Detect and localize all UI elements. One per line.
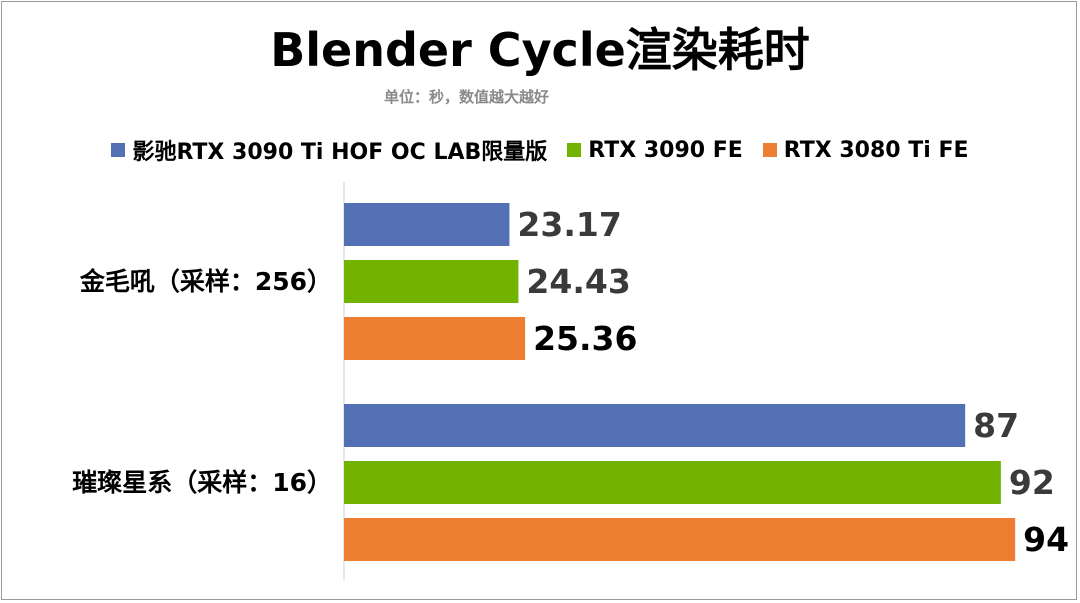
- chart-subtitle: 单位：秒，数值越大越好: [384, 88, 550, 106]
- data-label-series-1-category-1: 92: [1009, 463, 1055, 502]
- legend-swatch-series-0: [111, 143, 126, 157]
- legend-item-series-1: RTX 3090 FE: [567, 138, 743, 163]
- chart-title: Blender Cycle渲染耗时: [270, 23, 810, 77]
- data-label-series-1-category-0: 24.43: [526, 262, 630, 301]
- bar-series-0-category-0: [344, 203, 510, 246]
- bar-series-0-category-1: [344, 404, 966, 447]
- legend-item-series-0: 影驰RTX 3090 Ti HOF OC LAB限量版: [111, 134, 547, 166]
- data-label-series-2-category-1: 94: [1023, 520, 1069, 559]
- legend-swatch-series-1: [567, 143, 582, 157]
- bar-series-2-category-0: [344, 317, 526, 360]
- bar-series-1-category-0: [344, 260, 519, 303]
- legend-label-series-2: RTX 3080 Ti FE: [783, 137, 969, 163]
- data-label-series-0-category-1: 87: [973, 406, 1019, 445]
- bar-series-1-category-1: [344, 461, 1001, 504]
- category-label: 金毛吼（采样：256）: [79, 267, 332, 296]
- legend-swatch-series-2: [762, 143, 777, 157]
- legend-label-series-0: 影驰RTX 3090 Ti HOF OC LAB限量版: [132, 140, 548, 165]
- legend-label-series-1: RTX 3090 FE: [588, 137, 743, 163]
- category-label: 璀璨星系（采样：16）: [72, 468, 332, 497]
- bar-series-2-category-1: [344, 518, 1016, 561]
- data-label-series-2-category-0: 25.36: [533, 319, 637, 358]
- data-label-series-0-category-0: 23.17: [517, 205, 621, 244]
- legend: 影驰RTX 3090 Ti HOF OC LAB限量版 RTX 3090 FE …: [0, 134, 1080, 166]
- legend-item-series-2: RTX 3080 Ti FE: [762, 137, 969, 163]
